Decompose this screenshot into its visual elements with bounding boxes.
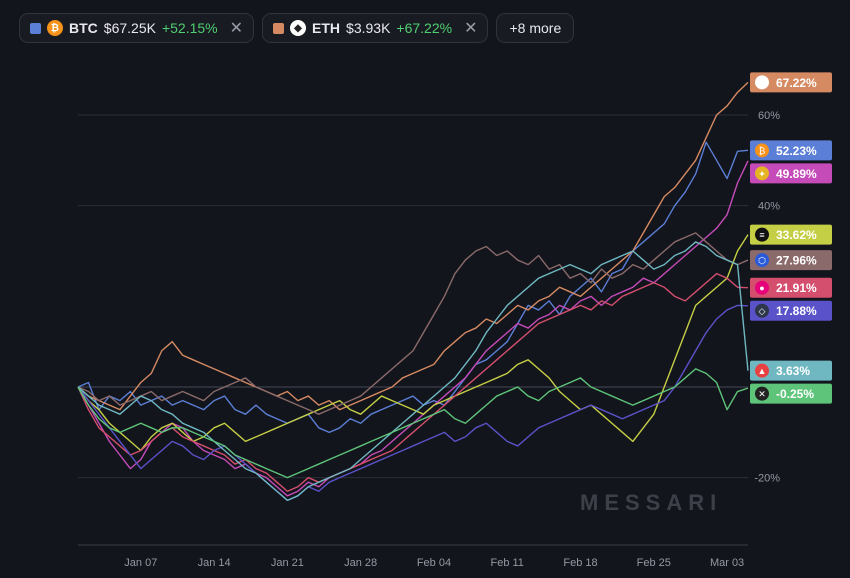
end-label-link: ⬡ 27.96%: [750, 250, 832, 271]
series-line-link: [77, 232, 749, 415]
asset-price: $67.25K: [103, 20, 156, 36]
x-tick-label: Feb 18: [563, 557, 597, 569]
end-label-text: 27.96%: [776, 254, 817, 268]
x-tick-label: Jan 07: [124, 557, 157, 569]
end-label-bg: [750, 250, 832, 271]
end-label-text: 33.62%: [776, 228, 817, 242]
gold-coin-icon: [755, 166, 769, 181]
icon-glyph: ≡: [759, 230, 764, 240]
end-label-bg: [750, 277, 832, 298]
watermark-text: MESSARI: [580, 490, 722, 515]
asset-chip-bar: ₿ BTC $67.25K +52.15% ✕ ◆ ETH $3.93K +67…: [19, 13, 575, 43]
chart-grid: 60% 40% -20% Jan 07 Jan 14 Jan 21 Jan 28 Feb 04…: [78, 110, 780, 569]
avalanche-icon: [755, 363, 769, 378]
asset-symbol: ETH: [312, 20, 341, 36]
series-color-swatch: [273, 22, 285, 34]
end-label-text: 17.88%: [776, 304, 817, 318]
asset-change: +52.15%: [161, 20, 218, 36]
y-tick-label: -20%: [754, 473, 780, 485]
more-assets-button[interactable]: +8 more: [496, 13, 575, 43]
chainlink-icon: [755, 253, 769, 268]
icon-glyph: ◇: [759, 306, 766, 316]
end-label-bg: [750, 300, 832, 321]
x-tick-label: Jan 28: [344, 557, 377, 569]
end-label-text: 21.91%: [776, 281, 817, 295]
series-line-avax: [77, 241, 749, 502]
asset-chip-btc[interactable]: ₿ BTC $67.25K +52.15% ✕: [19, 13, 255, 43]
asset-symbol: BTC: [69, 20, 98, 36]
x-tick-label: Jan 21: [271, 557, 304, 569]
end-label-bg: [750, 224, 832, 245]
end-label-bg: [750, 140, 832, 161]
y-tick-label: 60%: [758, 110, 780, 122]
series-line-btc: [77, 141, 749, 434]
end-label-bg: [750, 360, 832, 381]
x-logo-icon: [755, 386, 769, 401]
series-line-dot: [77, 272, 749, 492]
end-label-text: 67.22%: [776, 76, 817, 90]
series-color-swatch: [30, 22, 41, 34]
end-label-gold: ✦ 49.89%: [750, 163, 832, 184]
end-label-text: 52.23%: [776, 144, 817, 158]
end-label-btc: ₿ 52.23%: [750, 140, 832, 161]
icon-glyph: ▲: [758, 366, 767, 376]
x-tick-label: Jan 14: [198, 557, 231, 569]
x-tick-label: Feb 04: [417, 557, 451, 569]
asset-change: +67.22%: [396, 20, 453, 36]
asset-price: $3.93K: [346, 20, 391, 36]
end-label-bg: [750, 383, 832, 404]
polkadot-icon: [755, 280, 769, 295]
icon-glyph: ✕: [758, 389, 766, 399]
chart-series: [77, 81, 749, 502]
icon-glyph: ✦: [758, 169, 766, 179]
y-tick-label: 40%: [758, 201, 780, 213]
arbitrum-icon: [755, 303, 769, 318]
x-tick-label: Feb 11: [491, 557, 524, 569]
series-line-sol: [77, 234, 749, 452]
icon-glyph: ◆: [759, 78, 766, 88]
series-line-arb: [77, 304, 749, 502]
end-label-sol: ≡ 33.62%: [750, 224, 832, 245]
end-label-bg: [750, 72, 832, 93]
end-label-text: 49.89%: [776, 167, 817, 181]
ethereum-icon: [755, 75, 769, 90]
asset-chip-eth[interactable]: ◆ ETH $3.93K +67.22% ✕: [262, 13, 489, 43]
bitcoin-icon: ₿: [47, 20, 63, 36]
icon-glyph: ⬡: [758, 256, 766, 266]
close-icon[interactable]: ✕: [229, 20, 244, 37]
ethereum-icon: ◆: [290, 20, 307, 36]
end-label-bg: [750, 163, 832, 184]
x-tick-label: Feb 25: [637, 557, 671, 569]
bitcoin-icon: [755, 143, 769, 158]
end-label-text: 3.63%: [776, 364, 810, 378]
end-label-arb: ◇ 17.88%: [750, 300, 832, 321]
series-line-x: [77, 368, 749, 479]
icon-glyph: ₿: [759, 146, 766, 156]
end-label-dot: ● 21.91%: [750, 277, 832, 298]
end-labels: ◆ 67.22% ₿ 52.23% ✦ 49.89% ≡ 33.62% ⬡ 27.96% ● 21.9…: [750, 72, 832, 404]
icon-glyph: ●: [759, 283, 764, 293]
close-icon[interactable]: ✕: [464, 20, 478, 37]
end-label-eth: ◆ 67.22%: [750, 72, 832, 93]
x-tick-label: Mar 03: [710, 557, 744, 569]
solana-icon: [755, 227, 769, 242]
end-label-avax: ▲ 3.63%: [750, 360, 832, 381]
end-label-x: ✕ -0.25%: [750, 383, 832, 404]
end-label-text: -0.25%: [776, 387, 814, 401]
series-line-eth: [77, 81, 749, 411]
